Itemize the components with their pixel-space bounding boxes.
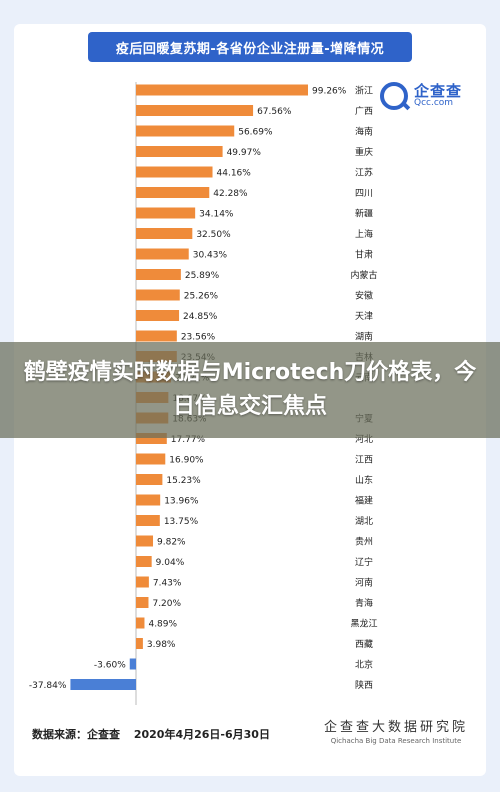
chart-title: 疫后回暖复苏期-各省份企业注册量-增降情况 [88,32,412,62]
value-label: 56.69% [238,128,273,138]
date-range: 2020年4月26日-6月30日 [133,728,270,741]
bar [136,248,189,260]
data-source: 数据来源：企查查 2020年4月26日-6月30日 [32,726,280,742]
category-label: 天津 [355,311,373,322]
category-label: 重庆 [355,146,373,158]
value-label: 3.98% [147,640,176,650]
category-label: 陕西 [355,679,373,691]
value-label: 9.82% [157,538,186,548]
category-label: 河南 [355,577,373,589]
category-label: 上海 [355,228,373,240]
bar [136,125,235,137]
headline-banner: 鹤壁疫情实时数据与Microtech刀价格表，今日信息交汇焦点 [0,342,500,438]
institute-name: 企查查大数据研究院 [323,720,468,735]
bar [136,515,160,526]
bar [129,658,136,670]
value-label: 25.89% [185,271,220,281]
bar [136,105,254,116]
category-label: 湖北 [355,516,373,527]
category-label: 四川 [355,189,373,199]
bar [136,474,163,485]
category-label: 北京 [355,659,373,671]
value-label: 99.26% [312,87,347,97]
category-label: 辽宁 [355,556,373,568]
bar [136,576,149,588]
category-label: 福建 [355,495,373,507]
logo-name: 企查查 [414,81,463,100]
institute-brand: 企查查大数据研究院 Qichacha Big Data Research Ins… [316,716,476,745]
value-label: 15.23% [166,476,201,486]
value-label: 23.56% [181,333,216,343]
value-label: -3.60% [94,661,126,671]
bar [136,535,154,547]
value-label: 16.90% [169,456,204,466]
bar [136,556,152,567]
value-label: 25.26% [184,292,219,302]
bar [136,289,180,301]
magnifier-logo-icon [380,82,408,110]
value-label: 7.20% [152,599,181,609]
bar [136,453,166,465]
bar [136,269,181,280]
category-label: 湖南 [355,331,373,343]
value-label: 4.89% [148,620,177,630]
headline-text: 鹤壁疫情实时数据与Microtech刀价格表，今日信息交汇焦点 [23,360,477,419]
category-label: 江西 [355,455,373,466]
category-label: 新疆 [355,208,373,220]
bar [136,597,149,608]
bar [136,330,177,342]
qcc-logo: 企查查 Qcc.com [380,82,462,110]
value-label: 13.75% [164,517,199,527]
value-label: 17.77% [171,435,206,445]
category-label: 安徽 [355,290,373,302]
value-label: 13.96% [164,497,199,507]
value-label: 34.14% [199,210,234,220]
bar [136,494,161,506]
bar [136,310,180,321]
bar [136,228,193,239]
bar [70,679,136,690]
institute-name-en: Qichacha Big Data Research Institute [330,737,462,745]
category-label: 黑龙江 [350,618,377,630]
category-label: 广西 [355,105,373,117]
category-label: 甘肃 [355,249,373,261]
bar [136,617,145,629]
category-label: 江苏 [355,167,373,179]
bar [136,84,308,96]
bar [136,638,143,649]
category-label: 浙江 [355,85,373,97]
bar [136,433,167,444]
value-label: 32.50% [196,230,231,240]
value-label: 49.97% [227,148,262,158]
category-label: 山东 [355,474,373,486]
category-label: 青海 [355,597,373,609]
category-label: 内蒙古 [350,269,377,281]
category-label: 海南 [355,126,373,138]
value-label: 42.28% [213,189,248,199]
value-label: 24.85% [183,312,218,322]
value-label: -37.84% [29,681,67,691]
source-label: 数据来源：企查查 [32,728,120,741]
bar [136,146,223,157]
value-label: 44.16% [217,169,252,179]
category-label: 西藏 [355,638,373,650]
category-label: 贵州 [355,536,373,548]
bar [136,207,196,219]
value-label: 67.56% [257,107,292,117]
value-label: 30.43% [193,251,228,261]
value-label: 9.04% [156,558,185,568]
value-label: 7.43% [153,579,182,589]
bar [136,166,213,178]
bar [136,187,210,198]
logo-domain: Qcc.com [414,98,454,109]
